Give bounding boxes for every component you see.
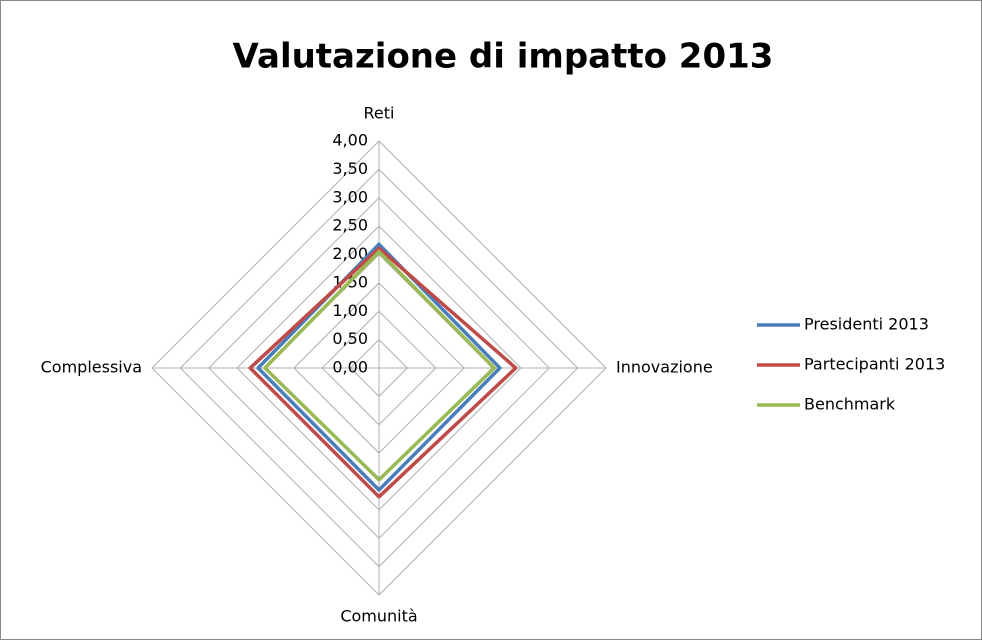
legend-label: Presidenti 2013 <box>804 315 929 334</box>
series-line <box>256 242 502 492</box>
r-tick-label: 4,00 <box>332 131 368 150</box>
r-tick-label: 1,00 <box>332 301 368 320</box>
category-label: Reti <box>364 104 395 123</box>
series-line <box>263 249 496 482</box>
r-tick-label: 0,00 <box>332 358 368 377</box>
category-label: Complessiva <box>41 358 142 377</box>
legend-label: Partecipanti 2013 <box>804 355 945 374</box>
category-label: Innovazione <box>616 358 713 377</box>
r-tick-label: 2,00 <box>332 244 368 263</box>
chart-title: Valutazione di impatto 2013 <box>233 37 774 77</box>
r-tick-label: 0,50 <box>332 329 368 348</box>
series-line <box>248 246 518 499</box>
legend-label: Benchmark <box>804 395 896 414</box>
r-tick-label: 3,00 <box>332 187 368 206</box>
r-tick-label: 2,50 <box>332 216 368 235</box>
r-tick-label: 3,50 <box>332 159 368 178</box>
category-label: Comunità <box>340 607 417 626</box>
